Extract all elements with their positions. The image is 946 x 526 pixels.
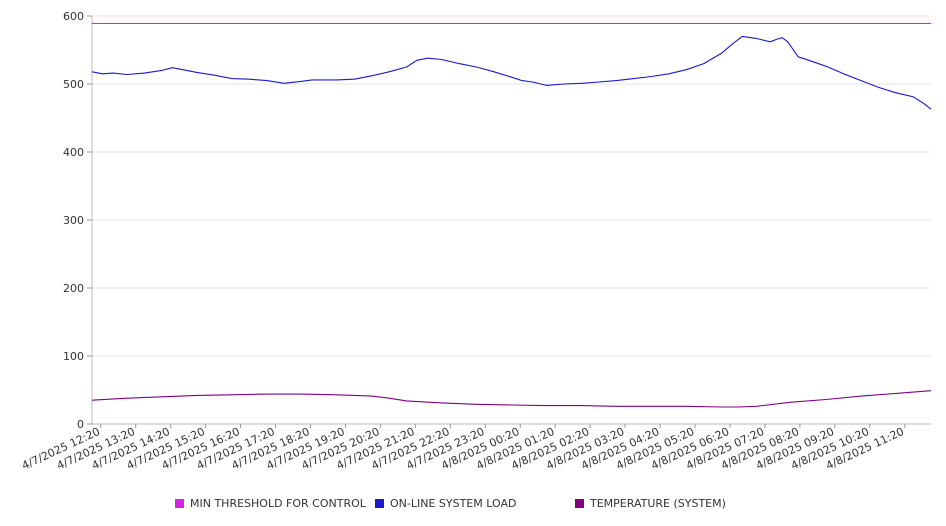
y-tick-label: 200 bbox=[63, 282, 84, 295]
legend-label-min-threshold: MIN THRESHOLD FOR CONTROL bbox=[190, 497, 366, 510]
y-tick-label: 100 bbox=[63, 350, 84, 363]
legend-label-system-load: ON-LINE SYSTEM LOAD bbox=[390, 497, 517, 510]
series-line-temperature bbox=[91, 390, 932, 408]
legend-swatch-min-threshold bbox=[175, 499, 184, 508]
series-lines bbox=[91, 22, 932, 408]
legend: MIN THRESHOLD FOR CONTROL ON-LINE SYSTEM… bbox=[0, 497, 946, 515]
legend-item-min-threshold[interactable]: MIN THRESHOLD FOR CONTROL bbox=[175, 497, 366, 510]
x-axis-ticks: 4/7/2025 12:204/7/2025 13:204/7/2025 14:… bbox=[20, 424, 906, 472]
legend-label-temperature: TEMPERATURE (SYSTEM) bbox=[590, 497, 726, 510]
series-line-system-load bbox=[91, 35, 932, 110]
y-tick-label: 300 bbox=[63, 214, 84, 227]
legend-swatch-system-load bbox=[375, 499, 384, 508]
legend-item-system-load[interactable]: ON-LINE SYSTEM LOAD bbox=[375, 497, 516, 510]
y-tick-label: 0 bbox=[77, 418, 84, 431]
y-tick-label: 600 bbox=[63, 10, 84, 23]
legend-item-temperature[interactable]: TEMPERATURE (SYSTEM) bbox=[575, 497, 726, 510]
legend-swatch-temperature bbox=[575, 499, 584, 508]
y-tick-label: 400 bbox=[63, 146, 84, 159]
y-axis-ticks: 0 100 200 300 400 500 600 bbox=[63, 10, 92, 431]
grid-lines bbox=[92, 15, 931, 357]
y-tick-label: 500 bbox=[63, 78, 84, 91]
